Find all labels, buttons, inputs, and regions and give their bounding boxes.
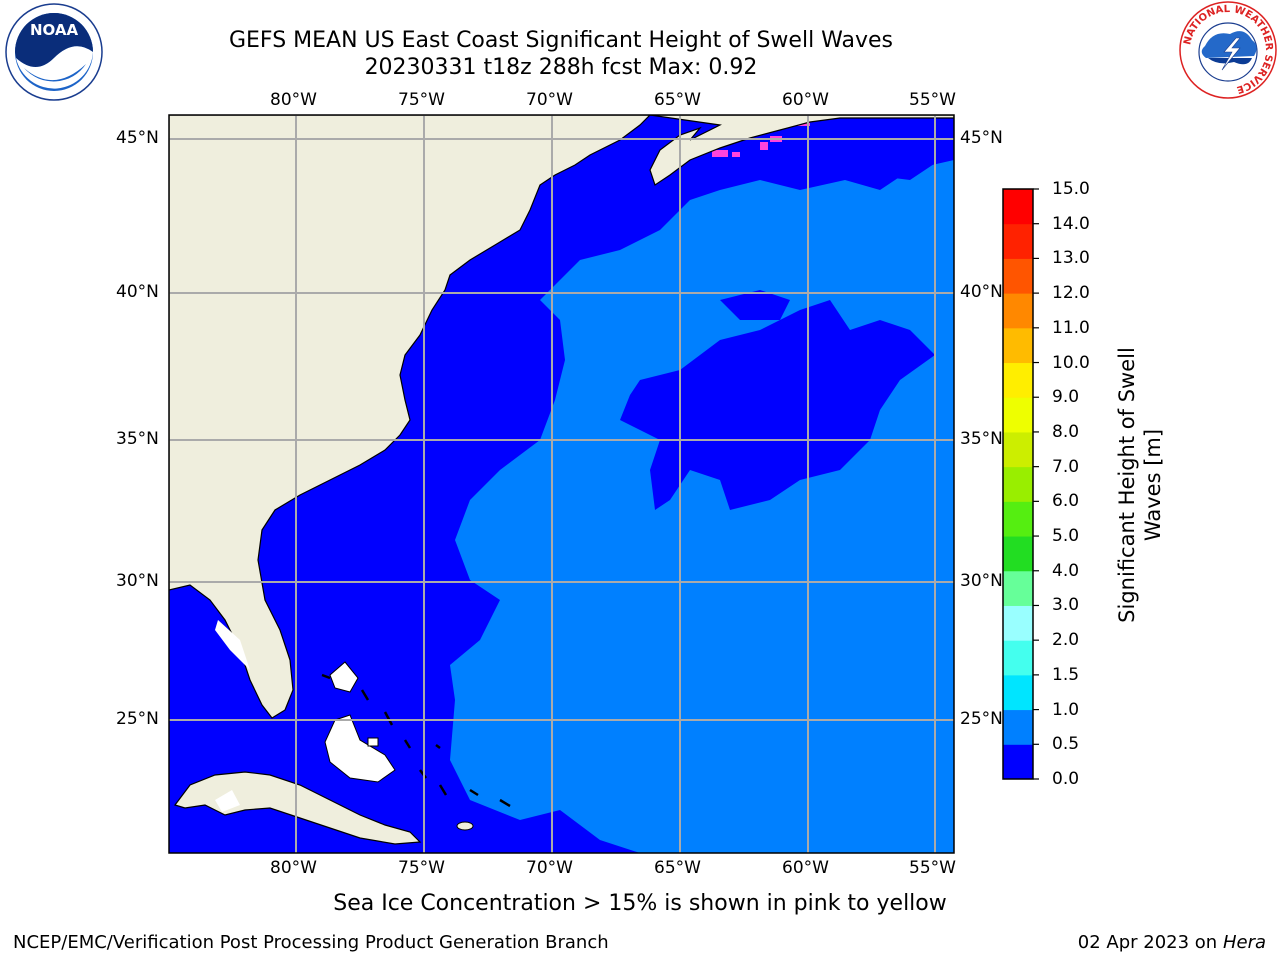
colorbar-tick-label: 10.0 bbox=[1052, 352, 1090, 373]
lat-label-left: 35°N bbox=[116, 429, 159, 449]
colorbar-segment bbox=[1003, 536, 1033, 572]
lon-label-bottom: 55°W bbox=[909, 858, 956, 878]
lon-label-bottom: 75°W bbox=[398, 858, 445, 878]
lon-label-top: 60°W bbox=[782, 90, 829, 110]
map-gridlines bbox=[169, 115, 954, 853]
map-title: GEFS MEAN US East Coast Significant Heig… bbox=[228, 28, 894, 53]
lon-label-bottom: 60°W bbox=[782, 858, 829, 878]
colorbar-tick-label: 11.0 bbox=[1052, 317, 1090, 338]
lat-label-right: 35°N bbox=[960, 429, 1003, 449]
ocean-low-swell-central bbox=[620, 300, 935, 510]
colorbar-tick-label: 2.0 bbox=[1052, 630, 1080, 651]
colorbar-frame bbox=[1002, 188, 1034, 780]
lon-label-top: 80°W bbox=[270, 90, 317, 110]
lon-label-top: 70°W bbox=[526, 90, 573, 110]
colorbar-segment bbox=[1003, 223, 1033, 259]
colorbar-tick-label: 4.0 bbox=[1052, 560, 1080, 581]
lat-label-left: 45°N bbox=[116, 128, 159, 148]
colorbar-segment bbox=[1003, 709, 1033, 745]
colorbar-tick-label: 12.0 bbox=[1052, 283, 1090, 304]
colorbar-segment bbox=[1003, 397, 1033, 433]
colorbar-title: Significant Height of Swell Waves [m] bbox=[1115, 347, 1165, 623]
colorbar-tick-label: 15.0 bbox=[1052, 179, 1090, 199]
lon-label-top: 55°W bbox=[909, 90, 956, 110]
sea-ice-note: Sea Ice Concentration > 15% is shown in … bbox=[333, 891, 947, 916]
footer-date: 02 Apr 2023 on Hera bbox=[1077, 932, 1266, 953]
colorbar-segment bbox=[1003, 501, 1033, 537]
lat-label-left: 30°N bbox=[116, 571, 159, 591]
colorbar-tick-label: 1.0 bbox=[1052, 699, 1080, 720]
footer-branch: NCEP/EMC/Verification Post Processing Pr… bbox=[13, 932, 609, 953]
colorbar-tick-label: 5.0 bbox=[1052, 526, 1080, 547]
colorbar-segment bbox=[1003, 258, 1033, 294]
colorbar bbox=[1002, 188, 1039, 780]
colorbar-segment bbox=[1003, 466, 1033, 502]
colorbar-tick-label: 0.0 bbox=[1052, 769, 1080, 789]
lat-label-left: 25°N bbox=[116, 709, 159, 729]
colorbar-segment bbox=[1003, 431, 1033, 468]
colorbar-tick-label: 6.0 bbox=[1052, 491, 1080, 512]
nws-logo: NATIONAL WEATHER SERVICE bbox=[1179, 1, 1277, 99]
lon-label-bottom: 80°W bbox=[270, 858, 317, 878]
colorbar-segment bbox=[1003, 674, 1033, 711]
colorbar-tick-label: 1.5 bbox=[1052, 664, 1080, 685]
map-frame bbox=[168, 114, 955, 854]
land-north-america bbox=[169, 115, 651, 719]
map-subtitle: 20230331 t18z 288h fcst Max: 0.92 bbox=[364, 55, 758, 80]
lat-label-left: 40°N bbox=[116, 282, 159, 302]
colorbar-tick-label: 3.0 bbox=[1052, 595, 1080, 616]
colorbar-tick-label: 8.0 bbox=[1052, 421, 1080, 442]
colorbar-segment bbox=[1003, 293, 1033, 329]
no-data-bahamas bbox=[329, 661, 359, 693]
colorbar-tick-label: 14.0 bbox=[1052, 213, 1090, 234]
colorbar-segment bbox=[1003, 744, 1033, 780]
lat-label-right: 25°N bbox=[960, 709, 1003, 729]
lat-label-right: 30°N bbox=[960, 571, 1003, 591]
colorbar-segment bbox=[1003, 327, 1033, 364]
footer-host: Hera bbox=[1222, 932, 1266, 953]
colorbar-segment bbox=[1003, 605, 1033, 641]
colorbar-segment bbox=[1003, 189, 1033, 225]
sea-ice-spot bbox=[712, 150, 728, 157]
colorbar-tick-label: 13.0 bbox=[1052, 248, 1090, 269]
colorbar-segment bbox=[1003, 570, 1033, 606]
lat-label-right: 40°N bbox=[960, 282, 1003, 302]
colorbar-segment bbox=[1003, 640, 1033, 676]
lon-label-bottom: 70°W bbox=[526, 858, 573, 878]
lat-label-right: 45°N bbox=[960, 128, 1003, 148]
lon-label-top: 65°W bbox=[654, 90, 701, 110]
colorbar-tick-label: 0.5 bbox=[1052, 734, 1080, 755]
lon-label-bottom: 65°W bbox=[654, 858, 701, 878]
lon-label-top: 75°W bbox=[398, 90, 445, 110]
colorbar-tick-label: 7.0 bbox=[1052, 456, 1080, 477]
colorbar-tick-label: 9.0 bbox=[1052, 387, 1080, 408]
land-cuba bbox=[174, 771, 422, 845]
noaa-logo: NOAA bbox=[5, 3, 103, 101]
noaa-logo-text: NOAA bbox=[30, 21, 79, 39]
colorbar-segment bbox=[1003, 362, 1033, 398]
